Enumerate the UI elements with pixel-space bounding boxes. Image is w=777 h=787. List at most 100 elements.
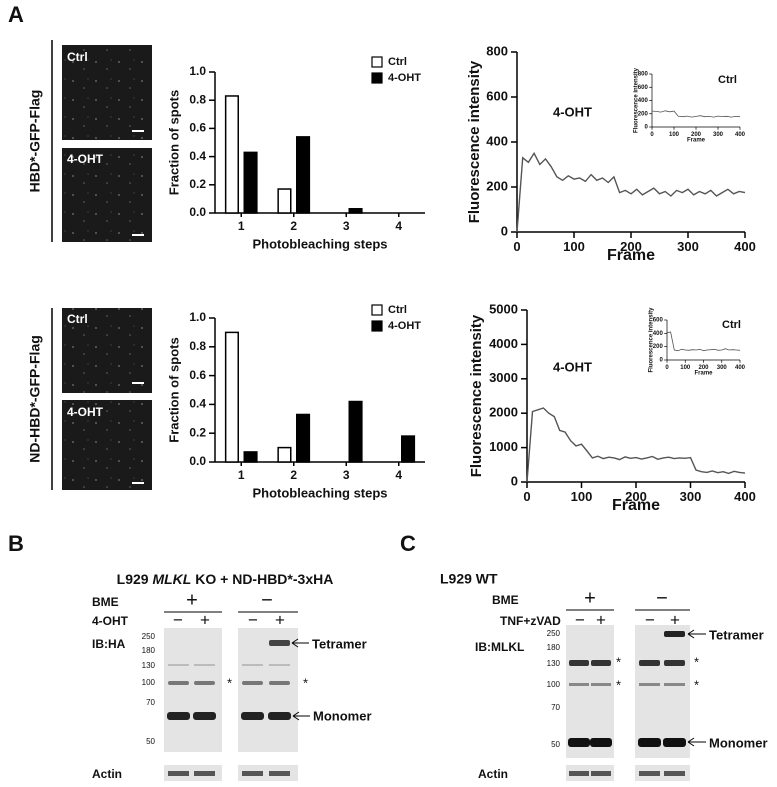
legend-label: Ctrl: [388, 304, 407, 316]
y-tick-label: 600: [638, 85, 649, 91]
lane-sign: −: [248, 610, 258, 629]
band-label: Monomer: [313, 708, 372, 723]
construct-label: HBD*-GFP-Flag: [27, 90, 43, 193]
annotation: 4-OHT: [553, 104, 592, 119]
y-tick-label: 0.6: [189, 368, 206, 382]
y-axis-label: Fraction of spots: [166, 337, 181, 442]
y-tick-label: 0.4: [189, 149, 206, 163]
western-blot-b: L929 MLKL KO + ND-HBD*-3xHA BME + − 4-OH…: [92, 571, 372, 781]
row-label: 4-OHT: [92, 614, 129, 628]
bar: [296, 413, 311, 463]
y-tick-label: 0.2: [189, 177, 206, 191]
y-tick-label: 1.0: [189, 64, 206, 78]
trace: [526, 407, 746, 483]
x-tick-label: 1: [238, 219, 245, 233]
y-tick-label: 200: [638, 111, 649, 117]
legend-swatch: [371, 56, 383, 68]
y-tick-label: 400: [638, 98, 649, 104]
condition: −: [656, 587, 668, 609]
panel-label: A: [8, 2, 24, 27]
x-tick-label: 100: [680, 365, 691, 371]
marker: 250: [547, 629, 561, 638]
x-tick-label: 200: [698, 365, 709, 371]
y-axis-label: Fluorescence intensity: [468, 314, 485, 477]
x-tick-label: 100: [571, 489, 593, 504]
bar: [243, 151, 258, 214]
panel-label: B: [8, 531, 24, 556]
lane-sign: +: [596, 610, 606, 629]
x-tick-label: 400: [735, 132, 746, 138]
x-tick-label: 0: [650, 132, 654, 138]
image-label: Ctrl: [67, 50, 88, 64]
title-part: L929: [117, 571, 153, 587]
y-tick-label: 1.0: [189, 310, 206, 324]
y-tick-label: 4000: [489, 336, 518, 351]
bar: [243, 451, 258, 463]
star: *: [227, 675, 232, 690]
x-tick-label: 100: [669, 132, 680, 138]
x-tick-label: 400: [734, 489, 756, 504]
x-tick-label: 1: [238, 468, 245, 482]
x-tick-label: 300: [717, 365, 728, 371]
condition: −: [261, 589, 273, 611]
marker: 250: [142, 632, 156, 641]
x-tick-label: 400: [735, 365, 746, 371]
y-tick-label: 600: [486, 88, 508, 103]
x-tick-label: 300: [680, 489, 702, 504]
bar: [277, 188, 292, 214]
row-label: BME: [92, 595, 119, 609]
y-tick-label: 800: [638, 72, 649, 78]
bar: [348, 208, 363, 214]
y-tick-label: 400: [653, 331, 664, 337]
x-tick-label: 3: [343, 219, 350, 233]
x-tick-label: 100: [563, 239, 585, 254]
x-tick-label: 200: [620, 239, 642, 254]
band-label: Tetramer: [312, 636, 367, 651]
lane-sign: +: [275, 610, 285, 629]
trace: [666, 331, 741, 352]
blot-title: L929 MLKL KO + ND-HBD*-3xHA: [117, 571, 334, 587]
bar: [277, 446, 292, 463]
micrographs-row-2: ND-HBD*-GFP-Flag Ctrl 4-OHT: [27, 308, 152, 490]
x-axis-label: Frame: [694, 371, 713, 377]
x-tick-label: 3: [343, 468, 350, 482]
construct-label: ND-HBD*-GFP-Flag: [27, 335, 43, 463]
legend-label: Ctrl: [388, 56, 407, 68]
x-axis-label: Frame: [612, 497, 660, 514]
x-tick-label: 2: [290, 219, 297, 233]
y-axis-label: Fluorescence intensity: [649, 307, 655, 373]
row-label: BME: [492, 593, 519, 607]
marker: 70: [551, 703, 560, 712]
y-axis-label: Fluorescence intensity: [466, 60, 483, 223]
image-label: 4-OHT: [67, 405, 104, 419]
micrographs-row-1: HBD*-GFP-Flag Ctrl 4-OHT: [27, 40, 152, 242]
y-tick-label: 0: [511, 473, 518, 488]
bar: [296, 136, 311, 214]
y-tick-label: 0: [501, 223, 508, 238]
legend-label: 4-OHT: [388, 320, 421, 332]
x-tick-label: 0: [523, 489, 530, 504]
y-tick-label: 0: [659, 358, 663, 364]
y-tick-label: 0.2: [189, 425, 206, 439]
image-label: Ctrl: [67, 312, 88, 326]
legend-label: 4-OHT: [388, 72, 421, 84]
y-tick-label: 800: [486, 43, 508, 58]
blot-title: L929 WT: [440, 571, 498, 587]
y-tick-label: 600: [653, 318, 664, 324]
x-axis-label: Frame: [607, 247, 655, 264]
lane-sign: −: [645, 610, 655, 629]
title-part: MLKL: [152, 571, 191, 587]
x-tick-label: 0: [665, 365, 669, 371]
y-tick-label: 0.0: [189, 454, 206, 468]
y-tick-label: 200: [653, 344, 664, 350]
x-tick-label: 300: [713, 132, 724, 138]
x-tick-label: 200: [625, 489, 647, 504]
trace: [651, 110, 741, 118]
western-blot-c: L929 WT BME + − TNF+zVAD − + − + IB:MLKL…: [440, 571, 768, 781]
band-label: Tetramer: [709, 627, 764, 642]
x-tick-label: 400: [734, 239, 756, 254]
y-tick-label: 0.6: [189, 121, 206, 135]
legend-swatch: [371, 304, 383, 316]
star: *: [616, 654, 621, 669]
bar: [348, 400, 363, 463]
